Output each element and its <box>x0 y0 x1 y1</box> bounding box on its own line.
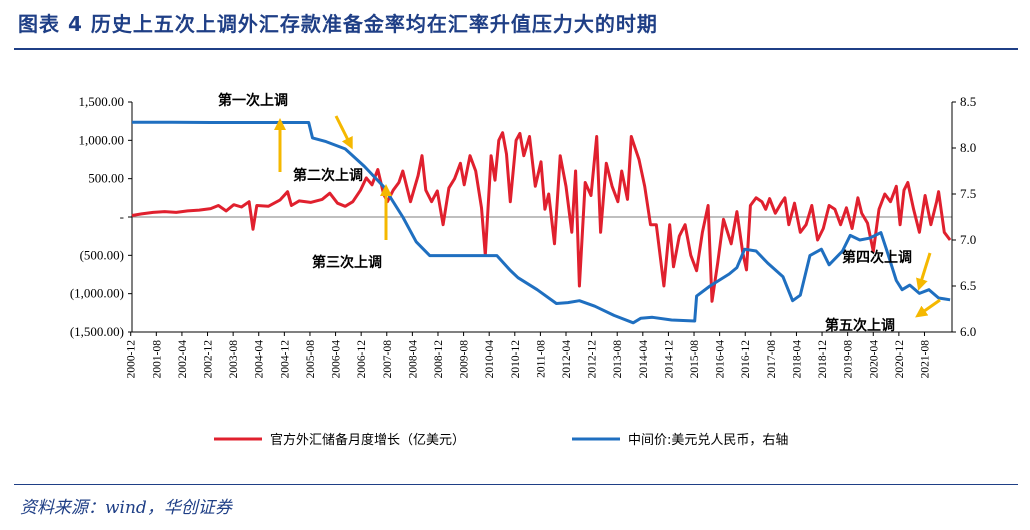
left-tick-label: - <box>120 209 124 224</box>
source-divider <box>14 484 1018 485</box>
x-tick-label: 2017-08 <box>766 340 778 379</box>
left-tick-label: 1,500.00 <box>79 94 125 109</box>
x-tick-label: 2014-12 <box>663 340 675 379</box>
x-tick-label: 2010-04 <box>484 340 496 379</box>
left-tick-label: (500.00) <box>80 247 124 262</box>
right-tick-label: 6.0 <box>960 324 976 339</box>
x-tick-label: 2006-04 <box>331 340 343 379</box>
x-tick-label: 2009-08 <box>459 340 471 379</box>
x-tick-label: 2018-04 <box>791 340 803 379</box>
x-tick-label: 2012-04 <box>561 340 573 379</box>
x-tick-label: 2003-08 <box>228 340 240 379</box>
x-tick-label: 2001-08 <box>151 340 163 379</box>
fx-reserve-chart: 1,500.00 1,000.00 500.00 - (500.00) (1,000.00… <box>70 92 976 448</box>
x-tick-label: 2002-12 <box>203 340 215 379</box>
x-tick-label: 2019-08 <box>843 340 855 379</box>
x-tick-label: 2016-12 <box>740 340 752 379</box>
annotation-arrow <box>915 298 941 318</box>
x-tick-label: 2002-04 <box>177 340 189 379</box>
legend-label: 中间价:美元兑人民币，右轴 <box>628 433 788 448</box>
x-tick-label: 2008-04 <box>407 340 419 379</box>
annotation-label: 第二次上调 <box>293 167 363 184</box>
legend-label: 官方外汇储备月度增长（亿美元） <box>270 432 465 448</box>
reserves-growth-line <box>131 131 952 303</box>
x-tick-label: 2014-04 <box>638 340 650 379</box>
x-tick-label: 2013-08 <box>612 340 624 379</box>
annotation-label: 第一次上调 <box>218 92 288 109</box>
x-tick-label: 2010-12 <box>510 340 522 379</box>
annotation-label: 第四次上调 <box>842 249 912 266</box>
x-tick-label: 2004-12 <box>279 340 291 379</box>
x-tick-label: 2020-12 <box>894 340 906 379</box>
x-tick-label: 2005-08 <box>305 340 317 379</box>
right-tick-label: 6.5 <box>960 278 976 293</box>
x-tick-label: 2021-08 <box>919 340 931 379</box>
title-divider <box>14 48 1018 50</box>
source-note: 资料来源：wind，华创证券 <box>20 498 232 518</box>
left-tick-label: 1,000.00 <box>79 132 125 147</box>
right-tick-label: 8.5 <box>960 94 976 109</box>
x-tick-label: 2004-04 <box>254 340 266 379</box>
right-tick-label: 8.0 <box>960 140 976 155</box>
x-tick-label: 2006-12 <box>356 340 368 379</box>
x-tick-label: 2018-12 <box>817 340 829 379</box>
x-tick-label: 2016-04 <box>715 340 727 379</box>
legend: 官方外汇储备月度增长（亿美元） 中间价:美元兑人民币，右轴 <box>214 432 788 448</box>
x-tick-label: 2011-08 <box>535 340 547 378</box>
page-title: 图表 4 历史上五次上调外汇存款准备金率均在汇率升值压力大的时期 <box>18 12 658 36</box>
left-tick-label: 500.00 <box>88 171 124 186</box>
usdcny-midrate-line <box>132 120 951 325</box>
x-tick-label: 2012-12 <box>587 340 599 379</box>
x-tick-label: 2007-08 <box>382 340 394 379</box>
right-tick-label: 7.0 <box>960 232 976 247</box>
right-tick-label: 7.5 <box>960 186 976 201</box>
annotation-arrow <box>334 115 353 150</box>
annotation-arrow <box>916 252 932 291</box>
left-tick-label: (1,000.00) <box>70 286 124 301</box>
annotation-label: 第三次上调 <box>312 254 382 271</box>
x-tick-label: 2020-04 <box>868 340 880 379</box>
series-lines <box>131 120 952 325</box>
x-tick-label: 2015-08 <box>689 340 701 379</box>
annotation-label: 第五次上调 <box>825 317 895 334</box>
x-tick-label: 2000-12 <box>126 340 138 379</box>
left-tick-label: (1,500.00) <box>70 324 124 339</box>
x-tick-label: 2008-12 <box>433 340 445 379</box>
axes: 1,500.00 1,000.00 500.00 - (500.00) (1,000.00… <box>70 94 976 378</box>
